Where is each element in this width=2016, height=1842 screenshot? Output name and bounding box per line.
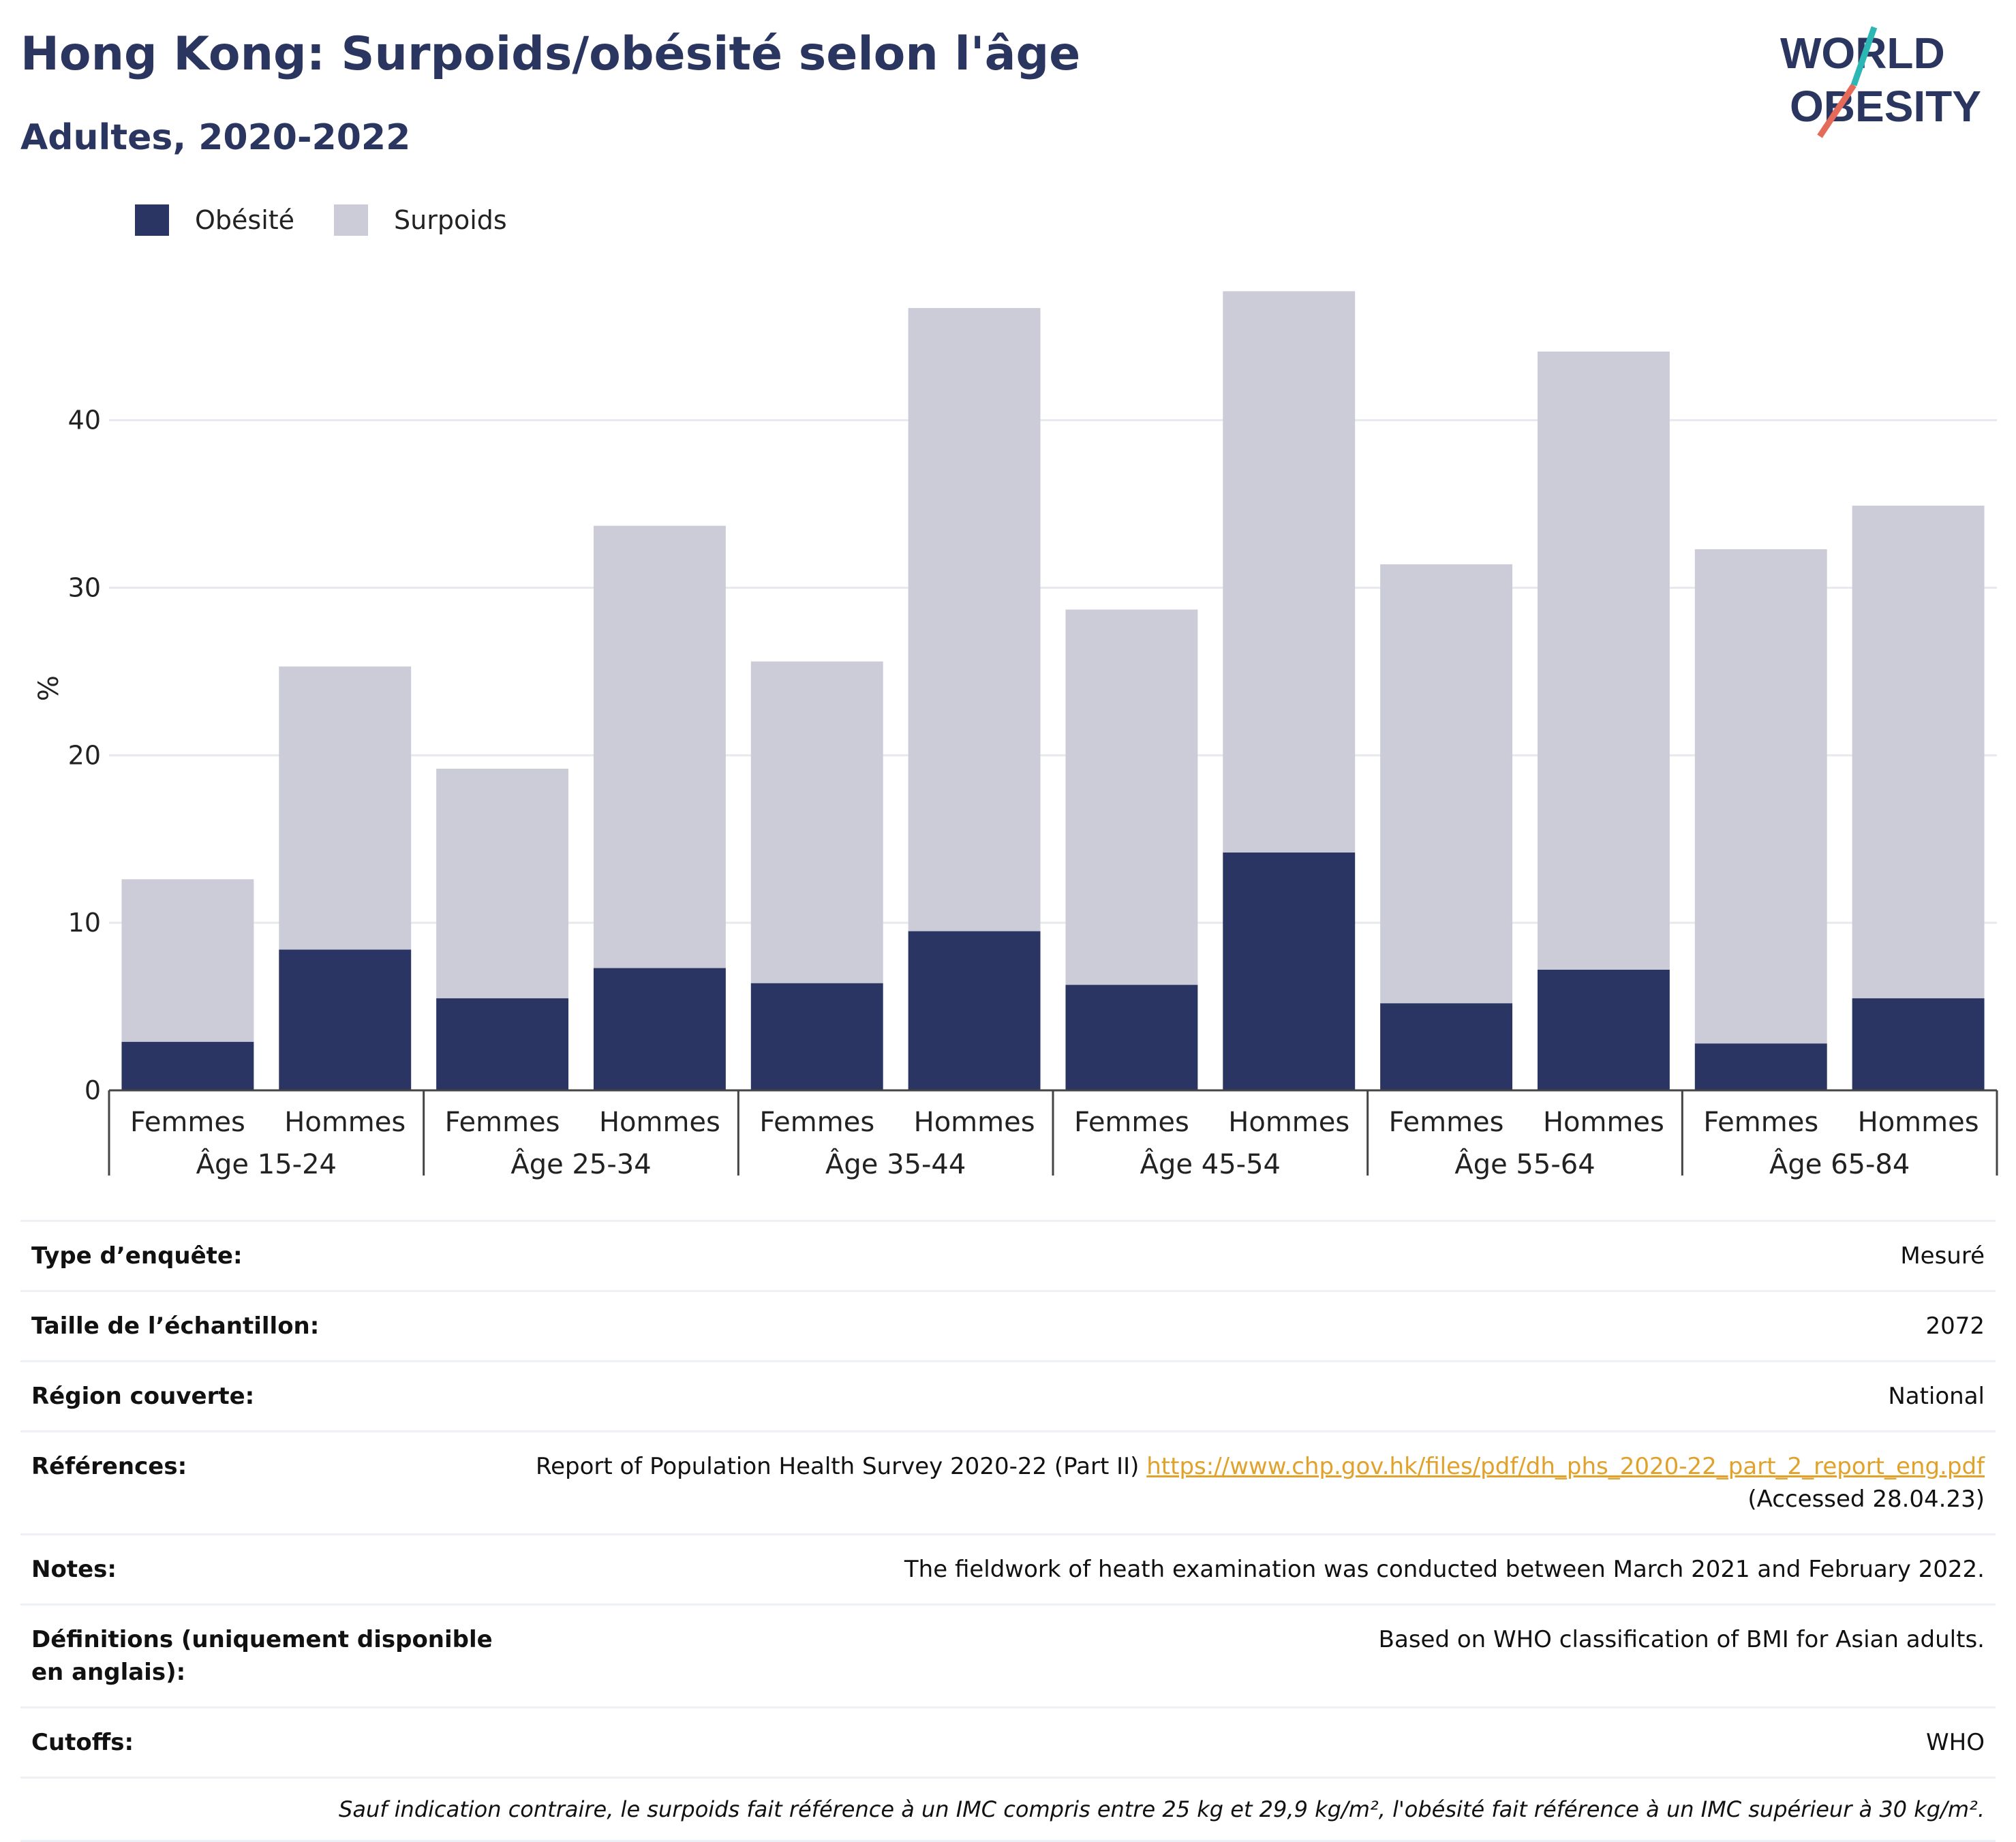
y-tick-label: 20 bbox=[68, 740, 101, 770]
info-value: WHO bbox=[1926, 1729, 1985, 1756]
bmi-footnote: Sauf indication contraire, le surpoids f… bbox=[20, 1777, 1996, 1842]
info-row-region: Région couverte: National bbox=[20, 1360, 1996, 1430]
logo-slash-red bbox=[1817, 83, 1857, 138]
x-tick-label: Hommes bbox=[599, 1107, 720, 1138]
info-row-references: Références: Report of Population Health … bbox=[20, 1430, 1996, 1533]
bar-overweight bbox=[1852, 506, 1985, 998]
bar-obesity bbox=[908, 931, 1041, 1090]
bar-obesity bbox=[279, 949, 412, 1090]
info-label: Taille de l’échantillon: bbox=[31, 1313, 320, 1340]
bar-obesity bbox=[436, 998, 569, 1090]
x-group-label: Âge 25-34 bbox=[510, 1148, 651, 1180]
x-tick-label: Femmes bbox=[1389, 1107, 1504, 1138]
bar-obesity bbox=[121, 1041, 254, 1090]
info-label: Type d’enquête: bbox=[31, 1242, 243, 1270]
bar-obesity bbox=[1065, 985, 1198, 1090]
survey-info-table: Type d’enquête: Mesuré Taille de l’échan… bbox=[20, 1220, 1996, 1842]
info-value: Report of Population Health Survey 2020-… bbox=[508, 1450, 1985, 1516]
reference-link[interactable]: https://www.chp.gov.hk/files/pdf/dh_phs_… bbox=[1146, 1453, 1985, 1480]
bar-obesity bbox=[1852, 998, 1985, 1090]
chart-legend: Obésité Surpoids bbox=[135, 204, 547, 236]
bar-overweight bbox=[436, 769, 569, 998]
reference-text: Report of Population Health Survey 2020-… bbox=[535, 1453, 1147, 1480]
bar-obesity bbox=[1223, 852, 1356, 1090]
bar-overweight bbox=[908, 307, 1041, 932]
x-group-label: Âge 15-24 bbox=[196, 1148, 337, 1180]
world-obesity-logo: WORLD OBESITY bbox=[1780, 26, 1981, 138]
logo-slash-teal bbox=[1850, 26, 1878, 87]
info-label: Notes: bbox=[31, 1556, 117, 1583]
info-label: Références: bbox=[31, 1453, 187, 1480]
x-tick-label: Femmes bbox=[1703, 1107, 1818, 1138]
legend-label-overweight: Surpoids bbox=[394, 205, 507, 235]
bar-overweight bbox=[1537, 351, 1670, 970]
y-axis-label: % bbox=[33, 675, 65, 701]
bar-overweight bbox=[121, 879, 254, 1042]
info-label: Région couverte: bbox=[31, 1383, 255, 1410]
x-tick-label: Hommes bbox=[284, 1107, 406, 1138]
x-group-label: Âge 65-84 bbox=[1769, 1148, 1910, 1180]
x-group-label: Âge 35-44 bbox=[825, 1148, 966, 1180]
bar-overweight bbox=[1694, 549, 1827, 1044]
info-value: The fieldwork of heath examination was c… bbox=[904, 1556, 1985, 1583]
y-tick-label: 0 bbox=[85, 1075, 101, 1105]
info-value: Based on WHO classification of BMI for A… bbox=[1378, 1626, 1985, 1653]
bar-overweight bbox=[750, 661, 883, 983]
x-tick-label: Femmes bbox=[1074, 1107, 1189, 1138]
info-label: Cutoffs: bbox=[31, 1729, 134, 1756]
x-tick-label: Femmes bbox=[130, 1107, 245, 1138]
bar-overweight bbox=[1223, 291, 1356, 853]
y-tick-label: 40 bbox=[68, 405, 101, 435]
bar-obesity bbox=[593, 968, 726, 1090]
x-group-label: Âge 55-64 bbox=[1454, 1148, 1595, 1180]
legend-label-obesity: Obésité bbox=[195, 205, 295, 235]
info-row-sample-size: Taille de l’échantillon: 2072 bbox=[20, 1290, 1996, 1360]
bar-overweight bbox=[1065, 609, 1198, 985]
info-row-definitions: Définitions (uniquement disponible en an… bbox=[20, 1603, 1996, 1706]
y-tick-label: 10 bbox=[68, 908, 101, 938]
bar-overweight bbox=[279, 666, 412, 950]
bar-obesity bbox=[750, 983, 883, 1090]
x-tick-label: Femmes bbox=[759, 1107, 874, 1138]
bar-obesity bbox=[1380, 1003, 1513, 1090]
info-value: Mesuré bbox=[1900, 1242, 1985, 1270]
y-tick-label: 30 bbox=[68, 573, 101, 603]
x-tick-label: Femmes bbox=[445, 1107, 560, 1138]
info-value: 2072 bbox=[1925, 1313, 1985, 1340]
bar-overweight bbox=[1380, 564, 1513, 1004]
reference-accessed: (Accessed 28.04.23) bbox=[1747, 1486, 1985, 1513]
info-value: National bbox=[1888, 1383, 1985, 1410]
bar-overweight bbox=[593, 525, 726, 968]
x-tick-label: Hommes bbox=[914, 1107, 1035, 1138]
page-title: Hong Kong: Surpoids/obésité selon l'âge bbox=[20, 27, 1081, 81]
page-subtitle: Adultes, 2020-2022 bbox=[20, 117, 411, 158]
x-tick-label: Hommes bbox=[1543, 1107, 1664, 1138]
info-row-notes: Notes: The fieldwork of heath examinatio… bbox=[20, 1533, 1996, 1603]
bar-obesity bbox=[1694, 1043, 1827, 1090]
info-row-survey-type: Type d’enquête: Mesuré bbox=[20, 1220, 1996, 1290]
x-tick-label: Hommes bbox=[1858, 1107, 1979, 1138]
info-label: Définitions (uniquement disponible en an… bbox=[31, 1626, 493, 1686]
bar-obesity bbox=[1537, 970, 1670, 1090]
legend-swatch-overweight bbox=[334, 204, 369, 236]
x-tick-label: Hommes bbox=[1228, 1107, 1349, 1138]
legend-swatch-obesity bbox=[135, 204, 169, 236]
stacked-bar-chart: 0 10 20 30 40% Femmes Hommes Femmes Hommes Femmes… bbox=[33, 291, 1998, 1180]
info-row-cutoffs: Cutoffs: WHO bbox=[20, 1706, 1996, 1777]
logo-line2: OBESITY bbox=[1790, 82, 1981, 131]
x-group-label: Âge 45-54 bbox=[1140, 1148, 1281, 1180]
